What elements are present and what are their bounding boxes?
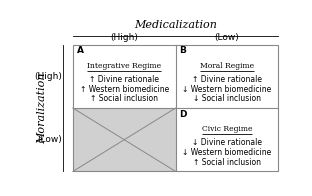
Text: ↑ Social inclusion: ↑ Social inclusion	[90, 94, 158, 103]
Text: ↑ Western biomedicine: ↑ Western biomedicine	[80, 85, 169, 94]
Text: ↑ Divine rationale: ↑ Divine rationale	[192, 75, 262, 84]
Text: Moral Regime: Moral Regime	[200, 62, 254, 70]
Text: ↑ Social inclusion: ↑ Social inclusion	[193, 158, 261, 167]
Text: (High): (High)	[110, 33, 138, 42]
Text: ↓ Divine rationale: ↓ Divine rationale	[192, 138, 262, 147]
Bar	[73, 108, 176, 172]
Text: ↓ Western biomedicine: ↓ Western biomedicine	[183, 85, 272, 94]
Text: Integrative Regime: Integrative Regime	[87, 62, 161, 70]
Text: ↓ Social inclusion: ↓ Social inclusion	[193, 94, 261, 103]
Text: (Low): (Low)	[215, 33, 239, 42]
Text: (High): (High)	[34, 72, 62, 81]
Bar	[73, 45, 278, 172]
Text: Moralization: Moralization	[38, 72, 48, 144]
Text: Medicalization: Medicalization	[134, 20, 217, 30]
Text: A: A	[76, 46, 84, 55]
Text: Civic Regime: Civic Regime	[202, 125, 252, 133]
Text: D: D	[179, 110, 187, 119]
Text: (Low): (Low)	[37, 135, 62, 144]
Text: ↑ Divine rationale: ↑ Divine rationale	[89, 75, 159, 84]
Text: ↓ Western biomedicine: ↓ Western biomedicine	[183, 148, 272, 157]
Text: B: B	[179, 46, 186, 55]
